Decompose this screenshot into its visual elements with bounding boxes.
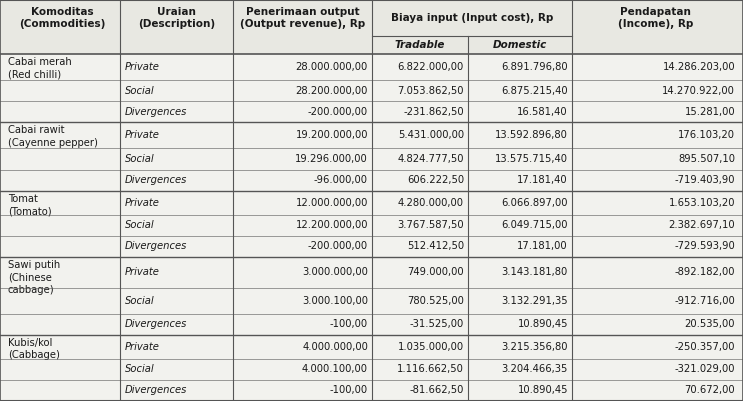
Text: -250.357,00: -250.357,00 [675, 342, 735, 352]
Text: 2.382.697,10: 2.382.697,10 [669, 220, 735, 230]
Text: -231.862,50: -231.862,50 [403, 107, 464, 117]
Text: Social: Social [125, 220, 155, 230]
Text: 6.891.796,80: 6.891.796,80 [502, 62, 568, 72]
Text: Social: Social [125, 296, 155, 306]
Text: 3.000.000,00: 3.000.000,00 [302, 267, 368, 277]
Text: 3.132.291,35: 3.132.291,35 [502, 296, 568, 306]
Text: Private: Private [125, 267, 160, 277]
Text: 16.581,40: 16.581,40 [517, 107, 568, 117]
Text: Komoditas
(Commodities): Komoditas (Commodities) [19, 7, 106, 29]
Text: Divergences: Divergences [125, 319, 187, 329]
Text: Private: Private [125, 198, 160, 208]
Text: Tomat
(Tomato): Tomat (Tomato) [8, 194, 51, 216]
Text: 749.000,00: 749.000,00 [407, 267, 464, 277]
Text: 12.200.000,00: 12.200.000,00 [296, 220, 368, 230]
Text: 14.270.922,00: 14.270.922,00 [662, 85, 735, 95]
Text: 895.507,10: 895.507,10 [678, 154, 735, 164]
Text: 13.592.896,80: 13.592.896,80 [495, 130, 568, 140]
Text: 13.575.715,40: 13.575.715,40 [495, 154, 568, 164]
Text: 4.000.100,00: 4.000.100,00 [302, 364, 368, 374]
Bar [0, 0, 743, 54]
Text: 19.296.000,00: 19.296.000,00 [295, 154, 368, 164]
Text: 1.116.662,50: 1.116.662,50 [397, 364, 464, 374]
Text: Private: Private [125, 62, 160, 72]
Text: -892.182,00: -892.182,00 [675, 267, 735, 277]
Text: 3.204.466,35: 3.204.466,35 [502, 364, 568, 374]
Text: Kubis/kol
(Cabbage): Kubis/kol (Cabbage) [8, 338, 60, 360]
Text: -912.716,00: -912.716,00 [674, 296, 735, 306]
Text: 606.222,50: 606.222,50 [407, 175, 464, 185]
Text: 6.875.215,40: 6.875.215,40 [502, 85, 568, 95]
Text: Cabai rawit
(Cayenne pepper): Cabai rawit (Cayenne pepper) [8, 126, 98, 148]
Text: 3.767.587,50: 3.767.587,50 [398, 220, 464, 230]
Text: 1.653.103,20: 1.653.103,20 [669, 198, 735, 208]
Text: 6.822.000,00: 6.822.000,00 [398, 62, 464, 72]
Text: Pendapatan
(Income), Rp: Pendapatan (Income), Rp [618, 7, 693, 29]
Text: 3.215.356,80: 3.215.356,80 [502, 342, 568, 352]
Text: -321.029,00: -321.029,00 [675, 364, 735, 374]
Text: Divergences: Divergences [125, 241, 187, 251]
Text: Divergences: Divergences [125, 175, 187, 185]
Text: -81.662,50: -81.662,50 [409, 385, 464, 395]
Text: 3.000.100,00: 3.000.100,00 [302, 296, 368, 306]
Text: 780.525,00: 780.525,00 [407, 296, 464, 306]
Text: Social: Social [125, 364, 155, 374]
Text: Divergences: Divergences [125, 385, 187, 395]
Text: Tradable: Tradable [395, 40, 445, 50]
Text: 14.286.203,00: 14.286.203,00 [662, 62, 735, 72]
Text: -719.403,90: -719.403,90 [675, 175, 735, 185]
Text: 1.035.000,00: 1.035.000,00 [398, 342, 464, 352]
Text: Divergences: Divergences [125, 107, 187, 117]
Text: Social: Social [125, 154, 155, 164]
Text: -31.525,00: -31.525,00 [409, 319, 464, 329]
Text: 4.280.000,00: 4.280.000,00 [398, 198, 464, 208]
Bar [0, 54, 743, 401]
Text: 17.181,00: 17.181,00 [517, 241, 568, 251]
Text: 17.181,40: 17.181,40 [517, 175, 568, 185]
Text: 10.890,45: 10.890,45 [518, 385, 568, 395]
Text: -200.000,00: -200.000,00 [308, 241, 368, 251]
Text: 28.000.000,00: 28.000.000,00 [296, 62, 368, 72]
Text: 70.672,00: 70.672,00 [684, 385, 735, 395]
Text: -100,00: -100,00 [330, 319, 368, 329]
Text: 3.143.181,80: 3.143.181,80 [502, 267, 568, 277]
Text: 4.000.000,00: 4.000.000,00 [302, 342, 368, 352]
Text: Private: Private [125, 342, 160, 352]
Text: 19.200.000,00: 19.200.000,00 [296, 130, 368, 140]
Text: Social: Social [125, 85, 155, 95]
Text: 5.431.000,00: 5.431.000,00 [398, 130, 464, 140]
Text: -96.000,00: -96.000,00 [314, 175, 368, 185]
Text: Domestic: Domestic [493, 40, 547, 50]
Text: 6.066.897,00: 6.066.897,00 [502, 198, 568, 208]
Text: Sawi putih
(Chinese
cabbage): Sawi putih (Chinese cabbage) [8, 260, 60, 295]
Text: 4.824.777,50: 4.824.777,50 [398, 154, 464, 164]
Text: 12.000.000,00: 12.000.000,00 [296, 198, 368, 208]
Text: Private: Private [125, 130, 160, 140]
Text: -729.593,90: -729.593,90 [674, 241, 735, 251]
Text: 176.103,20: 176.103,20 [678, 130, 735, 140]
Text: -200.000,00: -200.000,00 [308, 107, 368, 117]
Text: 15.281,00: 15.281,00 [684, 107, 735, 117]
Text: -100,00: -100,00 [330, 385, 368, 395]
Text: Cabai merah
(Red chilli): Cabai merah (Red chilli) [8, 57, 72, 79]
Text: 10.890,45: 10.890,45 [518, 319, 568, 329]
Text: 20.535,00: 20.535,00 [684, 319, 735, 329]
Text: Biaya input (Input cost), Rp: Biaya input (Input cost), Rp [391, 13, 554, 23]
Text: Uraian
(Description): Uraian (Description) [138, 7, 215, 29]
Text: Penerimaan output
(Output revenue), Rp: Penerimaan output (Output revenue), Rp [240, 7, 365, 29]
Text: 6.049.715,00: 6.049.715,00 [502, 220, 568, 230]
Text: 28.200.000,00: 28.200.000,00 [296, 85, 368, 95]
Text: 7.053.862,50: 7.053.862,50 [398, 85, 464, 95]
Text: 512.412,50: 512.412,50 [407, 241, 464, 251]
